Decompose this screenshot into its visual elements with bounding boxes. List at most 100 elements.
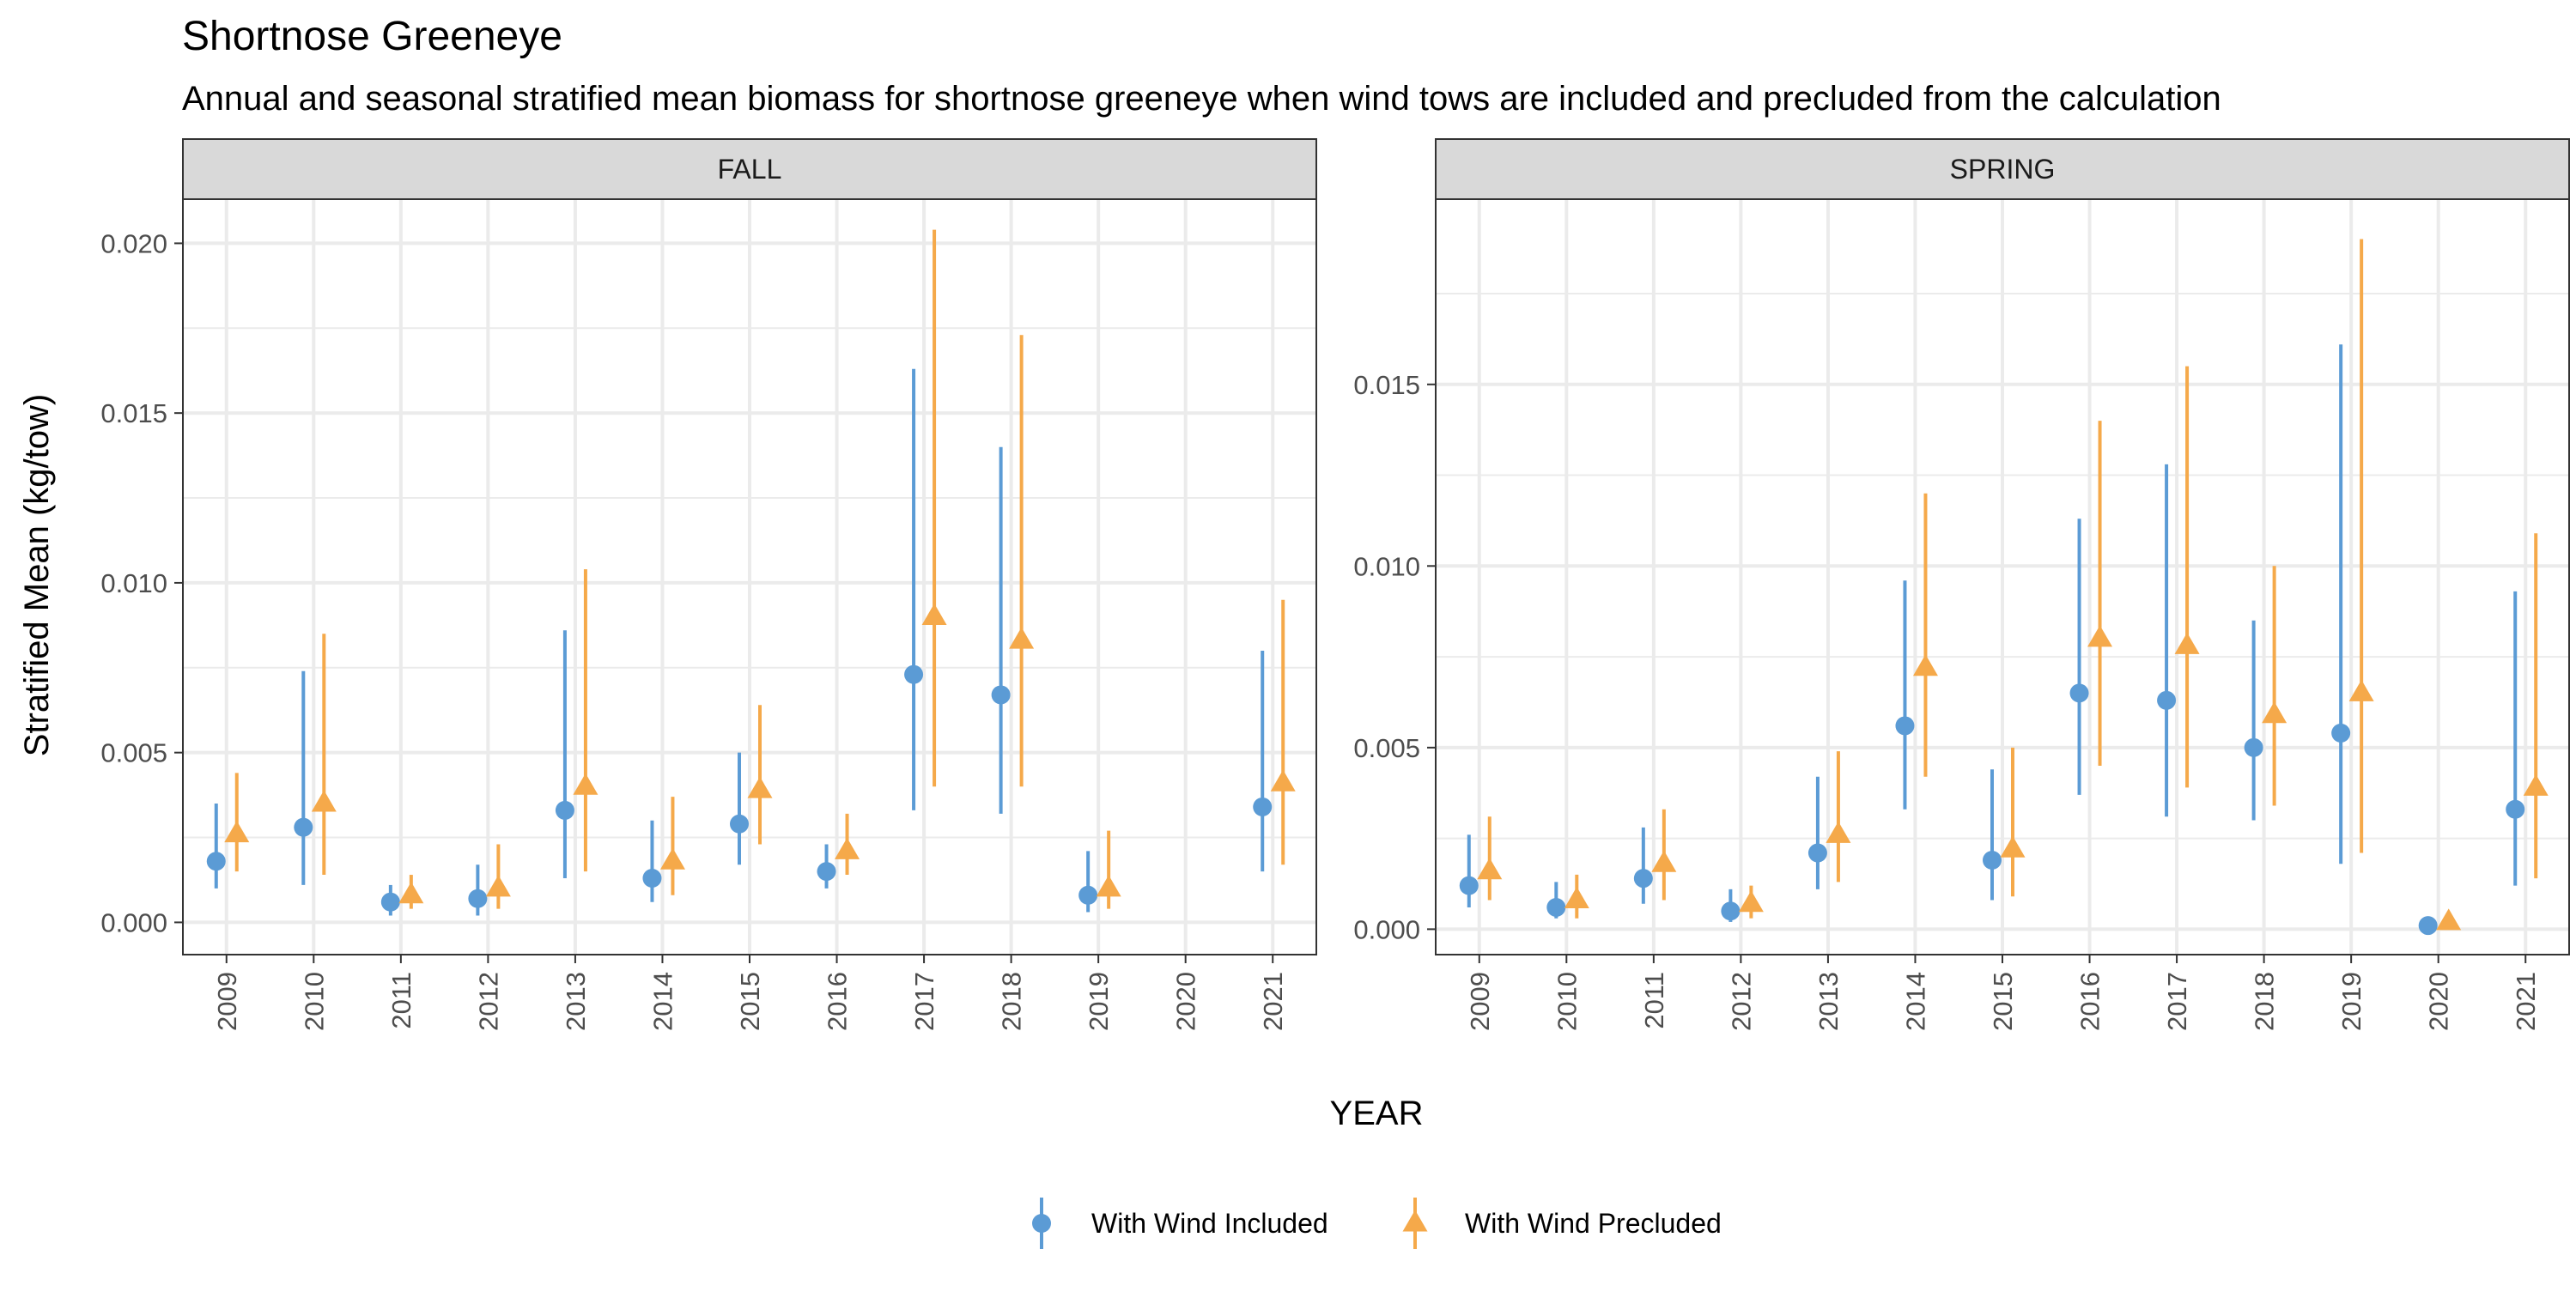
legend-item-wind-included: With Wind Included xyxy=(1032,1198,1328,1249)
data-point-triangle xyxy=(311,790,337,812)
data-point-circle xyxy=(2418,916,2438,936)
data-point-circle xyxy=(1895,716,1915,736)
x-tick-label: 2018 xyxy=(2250,972,2280,1031)
x-tick-label: 2020 xyxy=(1171,972,1201,1031)
x-tick-label: 2017 xyxy=(2162,972,2192,1031)
facet-panels: FALL 0.000 0.005 0.010 0.015 0.020 2009 2010 201… xyxy=(100,138,2570,1031)
x-tick-label: 2009 xyxy=(212,972,242,1031)
data-point-circle xyxy=(294,817,313,837)
data-point-triangle xyxy=(398,882,424,904)
data-point-circle xyxy=(730,814,749,834)
data-point-triangle xyxy=(659,847,685,870)
x-tick-label: 2015 xyxy=(1988,972,2018,1031)
y-tick-label: 0.015 xyxy=(1353,370,1420,400)
x-tick-label: 2017 xyxy=(909,972,939,1031)
x-tick-label: 2013 xyxy=(1814,972,1844,1031)
data-point-triangle xyxy=(835,837,860,859)
x-tick-label: 2021 xyxy=(1258,972,1288,1031)
y-tick-label: 0.015 xyxy=(100,398,167,428)
y-tick-label: 0.020 xyxy=(100,228,167,258)
data-point-circle xyxy=(380,892,400,912)
data-point-circle xyxy=(1721,901,1741,921)
series-wind-precluded xyxy=(224,229,1296,909)
x-tick-label: 2014 xyxy=(647,972,677,1031)
data-point-triangle xyxy=(2523,773,2549,796)
chart-subtitle: Annual and seasonal stratified mean biom… xyxy=(182,80,2221,118)
data-point-triangle xyxy=(2174,632,2200,654)
data-point-circle xyxy=(991,685,1011,705)
data-point-circle xyxy=(1633,869,1653,889)
x-tick-label: 2019 xyxy=(2336,972,2366,1031)
data-point-circle xyxy=(2157,690,2177,710)
y-axis-title: Stratified Mean (kg/tow) xyxy=(18,394,56,756)
data-point-circle xyxy=(1253,797,1273,816)
panel-border xyxy=(182,198,1317,955)
x-tick-label: 2014 xyxy=(1900,972,1930,1031)
series-wind-included xyxy=(1459,344,2525,936)
series-wind-included xyxy=(206,368,1273,916)
legend-key-triangle xyxy=(1402,1210,1428,1232)
data-point-circle xyxy=(468,889,488,908)
facet-panel-fall: FALL 0.000 0.005 0.010 0.015 0.020 2009 2010 201… xyxy=(100,138,1317,1031)
data-point-circle xyxy=(2244,737,2263,757)
y-tick-label: 0.000 xyxy=(100,907,167,937)
data-point-triangle xyxy=(1826,821,1851,843)
x-tick-label: 2016 xyxy=(2075,972,2105,1031)
data-point-triangle xyxy=(1564,887,1589,909)
data-point-circle xyxy=(642,869,662,889)
x-tick-label: 2021 xyxy=(2511,972,2541,1031)
y-tick-label: 0.010 xyxy=(1353,551,1420,581)
data-point-triangle xyxy=(2087,625,2113,647)
legend-item-wind-precluded: With Wind Precluded xyxy=(1402,1198,1722,1249)
data-point-circle xyxy=(1078,885,1098,905)
data-point-circle xyxy=(1983,851,2002,870)
data-point-triangle xyxy=(1009,627,1035,649)
x-tick-label: 2020 xyxy=(2424,972,2454,1031)
data-point-triangle xyxy=(1270,769,1296,792)
x-tick-label: 2012 xyxy=(1726,972,1756,1031)
y-tick-label: 0.000 xyxy=(1353,914,1420,944)
data-point-circle xyxy=(904,664,924,684)
data-point-triangle xyxy=(2262,701,2287,724)
legend-label: With Wind Precluded xyxy=(1465,1208,1722,1239)
legend-label: With Wind Included xyxy=(1091,1208,1328,1239)
data-point-triangle xyxy=(2000,835,2026,858)
facet-strip xyxy=(1435,138,2570,200)
x-tick-label: 2018 xyxy=(997,972,1027,1031)
data-point-circle xyxy=(2069,683,2089,703)
data-point-triangle xyxy=(224,821,250,843)
data-point-circle xyxy=(817,862,836,882)
y-tick-label: 0.010 xyxy=(100,568,167,598)
x-tick-label: 2011 xyxy=(1639,972,1669,1029)
facet-strip xyxy=(182,138,1317,200)
panel-border xyxy=(1435,198,2570,955)
series-wind-precluded xyxy=(1477,239,2549,931)
facet-panel-spring: SPRING 0.000 0.005 0.010 0.015 2009 2010 2011 20… xyxy=(1353,138,2570,1031)
y-tick-label: 0.005 xyxy=(100,738,167,768)
x-tick-label: 2013 xyxy=(561,972,591,1031)
data-point-triangle xyxy=(573,773,598,795)
data-point-triangle xyxy=(1477,858,1503,880)
data-point-triangle xyxy=(1738,890,1764,913)
data-point-triangle xyxy=(485,875,511,897)
data-point-circle xyxy=(555,800,574,820)
chart-title: Shortnose Greeneye xyxy=(182,14,562,59)
x-tick-label: 2012 xyxy=(473,972,503,1031)
data-point-circle xyxy=(2506,799,2525,819)
y-tick-label: 0.005 xyxy=(1353,733,1420,763)
data-point-triangle xyxy=(921,603,947,625)
data-point-triangle xyxy=(747,776,773,798)
data-point-circle xyxy=(1807,843,1827,863)
legend-key-circle xyxy=(1032,1214,1051,1233)
data-point-triangle xyxy=(1096,875,1121,897)
data-point-circle xyxy=(2331,723,2351,743)
x-tick-label: 2011 xyxy=(386,972,416,1029)
data-point-triangle xyxy=(2348,679,2374,701)
facet-strip-label: FALL xyxy=(718,154,782,185)
data-point-circle xyxy=(206,852,226,871)
facet-strip-label: SPRING xyxy=(1950,154,2056,185)
x-tick-label: 2019 xyxy=(1084,972,1114,1031)
data-point-triangle xyxy=(1651,850,1677,872)
